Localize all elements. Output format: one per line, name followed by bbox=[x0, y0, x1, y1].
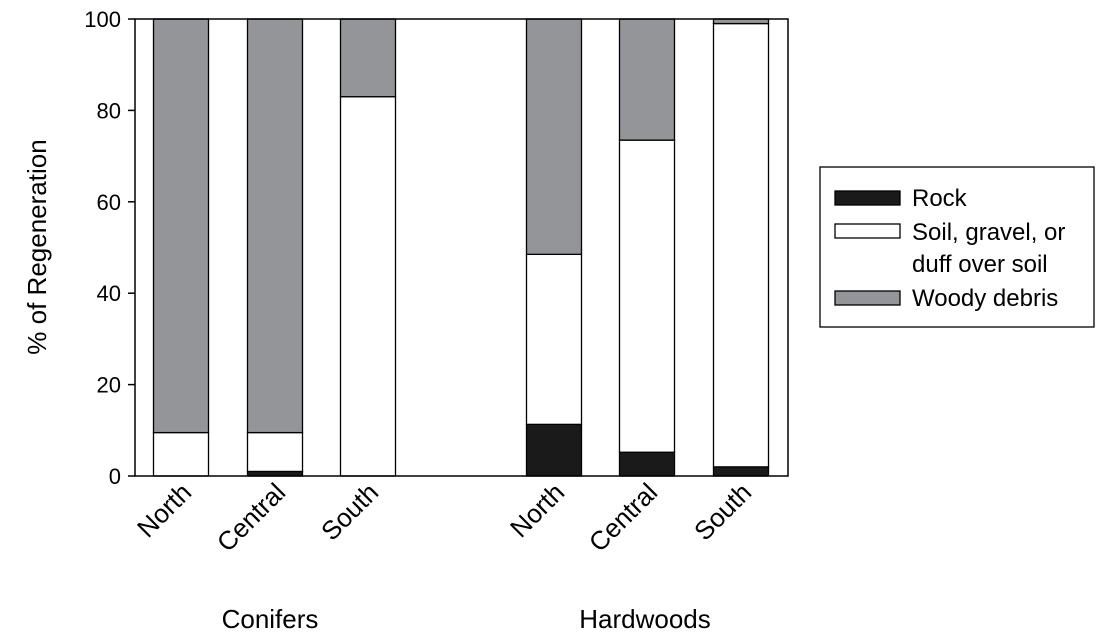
y-axis-ticks: 0 20 40 60 80 100 bbox=[84, 7, 135, 489]
x-category-label: Central bbox=[583, 477, 663, 557]
bar-segment-rock bbox=[712, 466, 770, 477]
plot-frame bbox=[134, 18, 789, 477]
bar-segment-soil bbox=[618, 139, 676, 453]
bar-segment-rock bbox=[525, 423, 583, 477]
bar-segment-rock bbox=[618, 451, 676, 477]
bar-segment-woody-debris bbox=[152, 18, 210, 434]
x-category-label: North bbox=[504, 477, 570, 543]
group-label: Conifers bbox=[222, 604, 319, 634]
legend-label: Rock bbox=[912, 185, 968, 212]
legend-swatch bbox=[834, 223, 901, 239]
y-tick-label: 40 bbox=[97, 281, 121, 306]
bar-segment-soil bbox=[339, 96, 397, 477]
legend: Rock Soil, gravel, or duff over soil Woody … bbox=[819, 166, 1095, 328]
legend-label: Soil, gravel, or bbox=[912, 219, 1065, 246]
bar-segment-woody-debris bbox=[618, 18, 676, 141]
legend-swatch bbox=[834, 190, 901, 206]
legend-swatch bbox=[834, 290, 901, 306]
bar-segment-soil bbox=[152, 431, 210, 477]
y-tick-label: 0 bbox=[109, 464, 121, 489]
bar-segment-soil bbox=[525, 253, 583, 426]
y-tick-label: 20 bbox=[97, 373, 121, 398]
x-category-label: North bbox=[131, 477, 197, 543]
group-labels: Conifers Hardwoods bbox=[222, 604, 711, 634]
x-axis-category-labels: North Central South North Central South bbox=[131, 477, 757, 557]
bar-segment-soil bbox=[712, 22, 770, 468]
x-category-label: Central bbox=[211, 477, 291, 557]
bar-segment-soil bbox=[246, 431, 304, 473]
y-tick-label: 100 bbox=[84, 7, 121, 32]
x-category-label: South bbox=[688, 477, 757, 546]
legend-label: duff over soil bbox=[912, 251, 1048, 278]
y-tick-label: 80 bbox=[97, 98, 121, 123]
bar-segment-woody-debris bbox=[339, 18, 397, 98]
legend-label: Woody debris bbox=[912, 285, 1058, 312]
x-category-label: South bbox=[315, 477, 384, 546]
bars bbox=[152, 18, 770, 477]
group-label: Hardwoods bbox=[579, 604, 711, 634]
y-tick-label: 60 bbox=[97, 190, 121, 215]
bar-segment-woody-debris bbox=[246, 18, 304, 434]
bar-segment-woody-debris bbox=[525, 18, 583, 256]
y-axis-title: % of Regeneration bbox=[22, 139, 52, 354]
